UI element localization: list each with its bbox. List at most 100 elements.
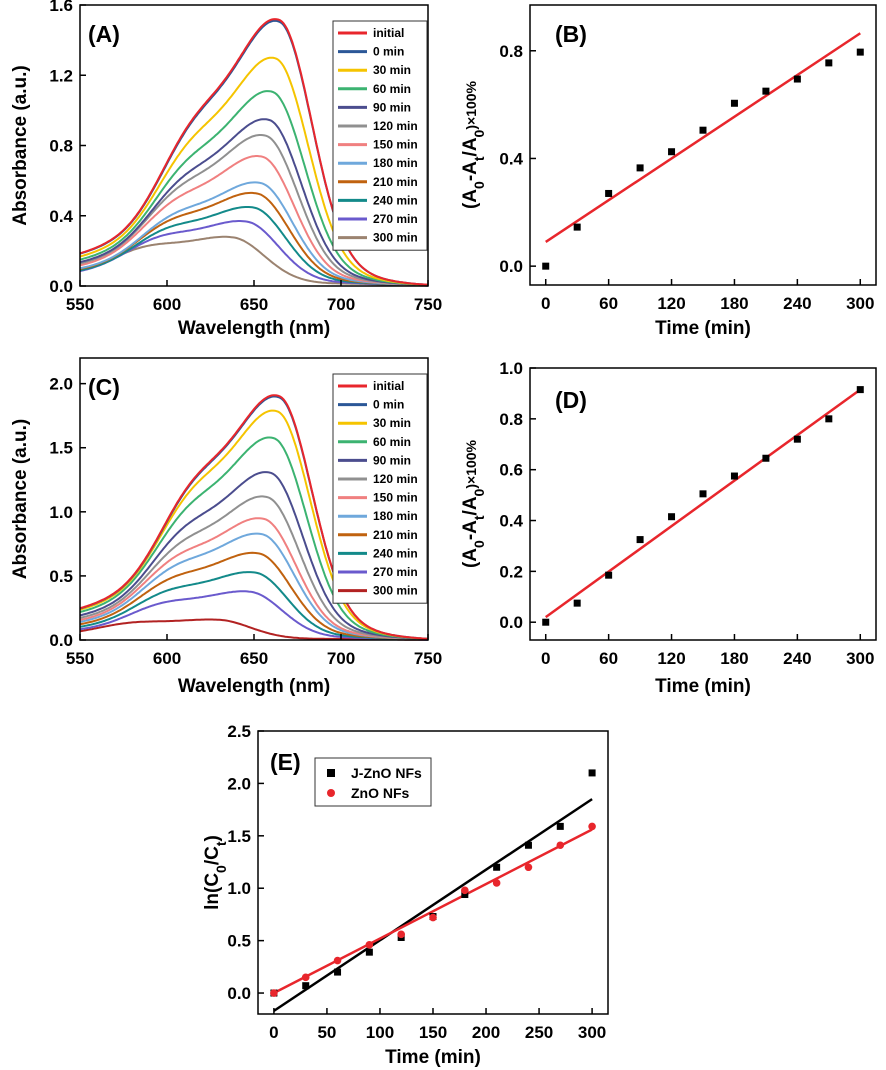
legend-entry: 120 min bbox=[373, 119, 418, 133]
y-tick-label: 0.0 bbox=[499, 613, 523, 632]
legend-box bbox=[332, 373, 428, 604]
data-point bbox=[524, 841, 532, 849]
data-point bbox=[588, 769, 596, 777]
legend-entry: 210 min bbox=[373, 175, 418, 189]
x-tick-label: 650 bbox=[240, 295, 268, 314]
x-tick-label: 180 bbox=[720, 294, 748, 313]
x-tick-label: 180 bbox=[720, 649, 748, 668]
data-point bbox=[429, 913, 437, 922]
legend-entry: 300 min bbox=[373, 584, 418, 598]
data-point bbox=[556, 822, 564, 830]
x-tick-label: 60 bbox=[599, 649, 618, 668]
series-line bbox=[79, 56, 429, 286]
y-axis-label: Absorbance (a.u.) bbox=[10, 65, 31, 225]
legend-entry: initial bbox=[373, 26, 404, 40]
data-point bbox=[636, 164, 644, 172]
legend-entry: 240 min bbox=[373, 546, 418, 560]
chart-B: 0 60 120 180 240 300 0.0 0.4 0.8 Time (min) (B) (A0… bbox=[460, 4, 877, 339]
legend-entry: 30 min bbox=[373, 63, 411, 77]
x-tick-label: 0 bbox=[541, 649, 550, 668]
y-tick-label: 1.0 bbox=[227, 879, 251, 898]
fit-line bbox=[545, 32, 861, 243]
y-tick-label: 0.5 bbox=[227, 932, 251, 951]
x-tick-label: 550 bbox=[66, 649, 94, 668]
data-point bbox=[699, 490, 707, 498]
legend-swatch bbox=[327, 769, 335, 777]
data-point bbox=[793, 75, 801, 83]
x-axis-label: Time (min) bbox=[385, 1047, 481, 1068]
y-tick-label: 0.4 bbox=[49, 207, 73, 226]
data-point bbox=[397, 930, 405, 939]
y-tick-label: 0.8 bbox=[499, 42, 523, 61]
legend-entry: 0 min bbox=[373, 398, 404, 412]
y-tick-label: 0.5 bbox=[49, 567, 73, 586]
x-tick-label: 700 bbox=[327, 649, 355, 668]
legend-entry: 180 min bbox=[373, 509, 418, 523]
y-tick-label: 0.0 bbox=[49, 277, 73, 296]
x-tick-label: 300 bbox=[846, 294, 874, 313]
x-axis-label: Wavelength (nm) bbox=[178, 318, 330, 339]
y-tick-label: 0.0 bbox=[499, 257, 523, 276]
x-tick-label: 600 bbox=[153, 649, 181, 668]
legend-box bbox=[332, 20, 428, 251]
y-tick-label: 2.0 bbox=[49, 375, 73, 394]
y-tick-label: 1.0 bbox=[499, 359, 523, 378]
legend-entry: 210 min bbox=[373, 528, 418, 542]
x-tick-label: 240 bbox=[783, 294, 811, 313]
legend-entry: 270 min bbox=[373, 565, 418, 579]
data-point bbox=[302, 982, 310, 990]
data-point bbox=[365, 941, 374, 949]
x-tick-label: 0 bbox=[541, 294, 550, 313]
plot-frame bbox=[529, 367, 877, 641]
y-tick-label: 2.5 bbox=[227, 722, 251, 741]
y-axis-label: Absorbance (a.u.) bbox=[10, 419, 31, 579]
legend-entry: 0 min bbox=[373, 45, 404, 59]
legend-entry: 240 min bbox=[373, 193, 418, 207]
panel-label: (E) bbox=[270, 749, 301, 775]
data-point bbox=[856, 48, 864, 56]
fit-line bbox=[544, 388, 862, 619]
chart-E: 0 50 100 150 200 250 300 0.0 0.5 1.0 1.5 2.0 2.5 Time… bbox=[202, 722, 609, 1068]
legend-entry: 150 min bbox=[373, 138, 418, 152]
x-tick-label: 700 bbox=[327, 295, 355, 314]
data-point bbox=[573, 599, 581, 607]
x-tick-label: 600 bbox=[153, 295, 181, 314]
data-point bbox=[762, 87, 770, 95]
series-line bbox=[79, 90, 429, 287]
legend-entry: 120 min bbox=[373, 472, 418, 486]
x-tick-label: 60 bbox=[599, 294, 618, 313]
y-tick-label: 0.4 bbox=[499, 149, 523, 168]
data-point bbox=[668, 148, 676, 156]
y-tick-label: 1.5 bbox=[49, 439, 73, 458]
legend-entry: J-ZnO NFs bbox=[351, 765, 422, 781]
panel-label: (C) bbox=[88, 374, 120, 400]
x-axis-label: Wavelength (nm) bbox=[178, 676, 330, 697]
data-point bbox=[524, 863, 533, 872]
y-tick-label: 0.8 bbox=[49, 137, 73, 156]
x-tick-label: 300 bbox=[846, 649, 874, 668]
data-point bbox=[461, 886, 469, 895]
x-tick-label: 300 bbox=[578, 1023, 606, 1042]
x-tick-label: 50 bbox=[317, 1023, 336, 1042]
legend-entry: 30 min bbox=[373, 416, 411, 430]
legend-swatch bbox=[327, 789, 335, 797]
x-tick-label: 550 bbox=[66, 295, 94, 314]
x-tick-label: 750 bbox=[414, 649, 442, 668]
y-tick-label: 1.0 bbox=[49, 503, 73, 522]
x-tick-label: 150 bbox=[419, 1023, 447, 1042]
y-tick-label: 1.6 bbox=[49, 0, 73, 15]
x-tick-label: 120 bbox=[657, 294, 685, 313]
data-point bbox=[461, 891, 469, 899]
legend-entry: 60 min bbox=[373, 82, 411, 96]
y-tick-label: 0.8 bbox=[499, 410, 523, 429]
y-tick-label: 2.0 bbox=[227, 774, 251, 793]
data-point bbox=[825, 415, 833, 423]
y-tick-label: 0.2 bbox=[499, 562, 523, 581]
data-point bbox=[492, 879, 501, 887]
series-line bbox=[79, 471, 428, 641]
panel-label: (A) bbox=[88, 21, 120, 47]
y-axis-label: ln(C0/Ct) bbox=[202, 835, 229, 910]
data-point bbox=[762, 454, 770, 462]
y-tick-label: 0.0 bbox=[227, 984, 251, 1003]
